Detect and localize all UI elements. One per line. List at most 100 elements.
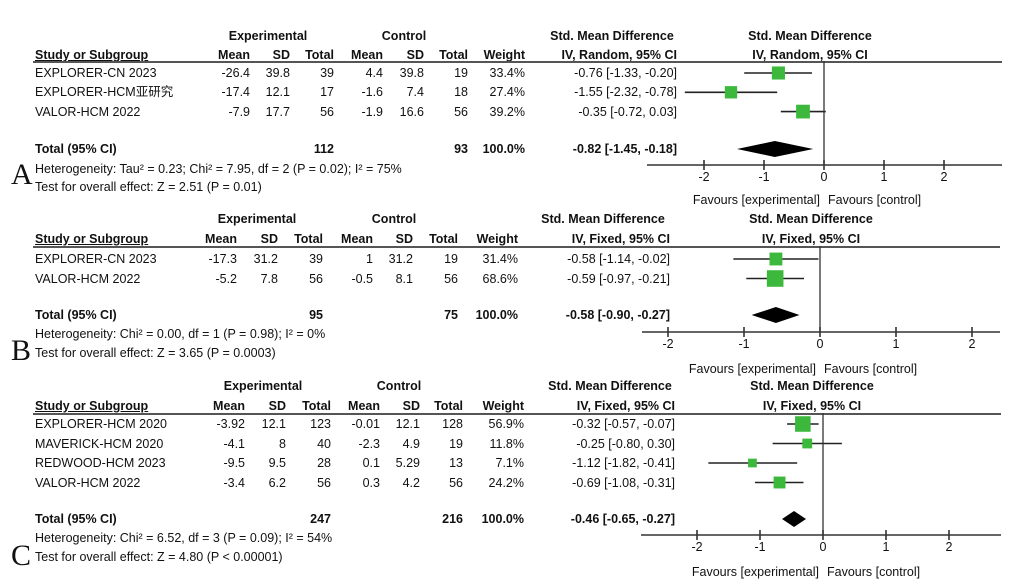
x-tick-label: -2 — [698, 170, 710, 184]
exp-mean-cell: -9.5 — [223, 456, 245, 470]
ctl-mean-cell: -1.6 — [361, 85, 383, 100]
effect-group-header: Std. Mean Difference — [548, 379, 672, 393]
ctl-mean-cell: 0.3 — [362, 475, 380, 490]
total-weight: 100.0% — [475, 308, 518, 322]
total-ci: -0.46 [-0.65, -0.27] — [570, 512, 675, 526]
exp-total-cell: 40 — [317, 436, 331, 451]
ctl-total-cell: 128 — [442, 417, 463, 431]
exp-mean-cell: -17.4 — [221, 85, 251, 100]
plot-group-header: Std. Mean Difference — [749, 212, 873, 226]
total-label: Total (95% CI) — [35, 308, 117, 322]
ctl-sd-cell: 12.1 — [395, 417, 420, 431]
header-rule — [33, 246, 1000, 248]
weight-cell: 27.4% — [489, 85, 525, 100]
ci-cell: -1.12 [-1.82, -0.41] — [572, 456, 675, 470]
plot-group-header: Std. Mean Difference — [748, 29, 872, 43]
ci-cell: -0.35 [-0.72, 0.03] — [578, 104, 677, 119]
study-marker — [771, 66, 785, 80]
ctl-sd-cell: 4.2 — [402, 475, 420, 490]
total-ci: -0.82 [-1.45, -0.18] — [572, 142, 677, 156]
study-marker — [766, 270, 784, 287]
ctl-total-cell: 56 — [454, 104, 468, 119]
ci-cell: -0.58 [-1.14, -0.02] — [567, 252, 670, 266]
pooled-diamond — [751, 307, 800, 323]
weight-cell: 56.9% — [488, 417, 524, 431]
col-header-exp-sd: SD — [272, 48, 290, 62]
weight-cell: 7.1% — [495, 456, 525, 470]
total-ctl-total: 93 — [454, 142, 468, 156]
total-weight: 100.0% — [482, 142, 525, 156]
exp-sd-cell: 12.1 — [261, 417, 286, 431]
study-name: EXPLORER-CN 2023 — [35, 252, 157, 266]
exp-total-cell: 123 — [310, 417, 331, 431]
ctl-sd-cell: 5.29 — [395, 456, 420, 470]
ctl-sd-cell: 4.9 — [402, 436, 420, 451]
study-name: VALOR-HCM 2022 — [35, 475, 141, 490]
study-name: VALOR-HCM 2022 — [35, 271, 141, 286]
study-marker — [773, 476, 786, 489]
control-group-header: Control — [371, 212, 417, 226]
ci-cell: -0.76 [-1.33, -0.20] — [574, 66, 677, 80]
x-tick-label: 0 — [816, 337, 824, 351]
study-marker — [724, 86, 738, 99]
experimental-group-header: Experimental — [228, 29, 308, 43]
exp-sd-cell: 6.2 — [268, 475, 286, 490]
col-header-plot: IV, Fixed, 95% CI — [762, 399, 862, 413]
exp-mean-cell: -7.9 — [228, 104, 250, 119]
total-weight: 100.0% — [481, 512, 524, 526]
overall-effect-text: Test for overall effect: Z = 3.65 (P = 0… — [35, 346, 276, 360]
study-name: EXPLORER-HCM 2020 — [35, 417, 167, 431]
control-group-header: Control — [376, 379, 422, 393]
x-tick-label: 1 — [882, 540, 890, 554]
total-exp-total: 247 — [310, 512, 331, 526]
effect-group-header: Std. Mean Difference — [541, 212, 665, 226]
weight-cell: 11.8% — [489, 436, 524, 451]
favours-control-label: Favours [control] — [827, 565, 921, 579]
col-header-ci: IV, Random, 95% CI — [561, 48, 677, 62]
panel-letter: B — [11, 334, 32, 367]
col-header-exp-mean: Mean — [205, 232, 237, 246]
effect-group-header: Std. Mean Difference — [550, 29, 674, 43]
ctl-total-cell: 56 — [444, 271, 458, 286]
exp-total-cell: 56 — [317, 475, 331, 490]
exp-mean-cell: -3.4 — [223, 475, 245, 490]
ctl-mean-cell: 0.1 — [362, 456, 380, 470]
ctl-total-cell: 13 — [449, 456, 463, 470]
ctl-total-cell: 19 — [454, 66, 468, 80]
total-ctl-total: 216 — [442, 512, 463, 526]
col-header-ctl-sd: SD — [402, 399, 420, 413]
exp-total-cell: 39 — [309, 252, 323, 266]
exp-sd-cell: 17.7 — [265, 104, 290, 119]
col-header-exp-mean: Mean — [218, 48, 250, 62]
heterogeneity-text: Heterogeneity: Chi² = 6.52, df = 3 (P = … — [35, 531, 333, 545]
pooled-diamond — [737, 141, 814, 157]
heterogeneity-text: Heterogeneity: Chi² = 0.00, df = 1 (P = … — [35, 327, 326, 341]
ctl-sd-cell: 8.1 — [395, 271, 413, 286]
total-exp-total: 95 — [309, 308, 323, 322]
ctl-mean-cell: -0.5 — [351, 271, 373, 286]
pooled-diamond — [782, 511, 806, 527]
x-tick-label: -1 — [754, 540, 766, 554]
study-name: EXPLORER-CN 2023 — [35, 66, 157, 80]
study-marker — [769, 252, 783, 266]
total-ci: -0.58 [-0.90, -0.27] — [565, 308, 670, 322]
col-header-ctl-mean: Mean — [348, 399, 380, 413]
exp-total-cell: 56 — [309, 271, 323, 286]
ctl-total-cell: 19 — [444, 252, 458, 266]
weight-cell: 33.4% — [489, 66, 525, 80]
total-exp-total: 112 — [313, 142, 334, 156]
col-header-ctl-mean: Mean — [341, 232, 373, 246]
experimental-group-header: Experimental — [223, 379, 303, 393]
x-tick-label: -1 — [758, 170, 770, 184]
ctl-total-cell: 56 — [449, 475, 463, 490]
col-header-exp-total: Total — [302, 399, 331, 413]
exp-mean-cell: -5.2 — [215, 271, 237, 286]
heterogeneity-text: Heterogeneity: Tau² = 0.23; Chi² = 7.95,… — [35, 162, 402, 176]
favours-control-label: Favours [control] — [828, 193, 922, 207]
ci-cell: -0.59 [-0.97, -0.21] — [567, 271, 670, 286]
ctl-total-cell: 18 — [454, 85, 468, 100]
total-label: Total (95% CI) — [35, 512, 117, 526]
exp-total-cell: 39 — [320, 66, 334, 80]
x-tick-label: -1 — [738, 337, 750, 351]
ci-cell: -0.32 [-0.57, -0.07] — [572, 417, 675, 431]
